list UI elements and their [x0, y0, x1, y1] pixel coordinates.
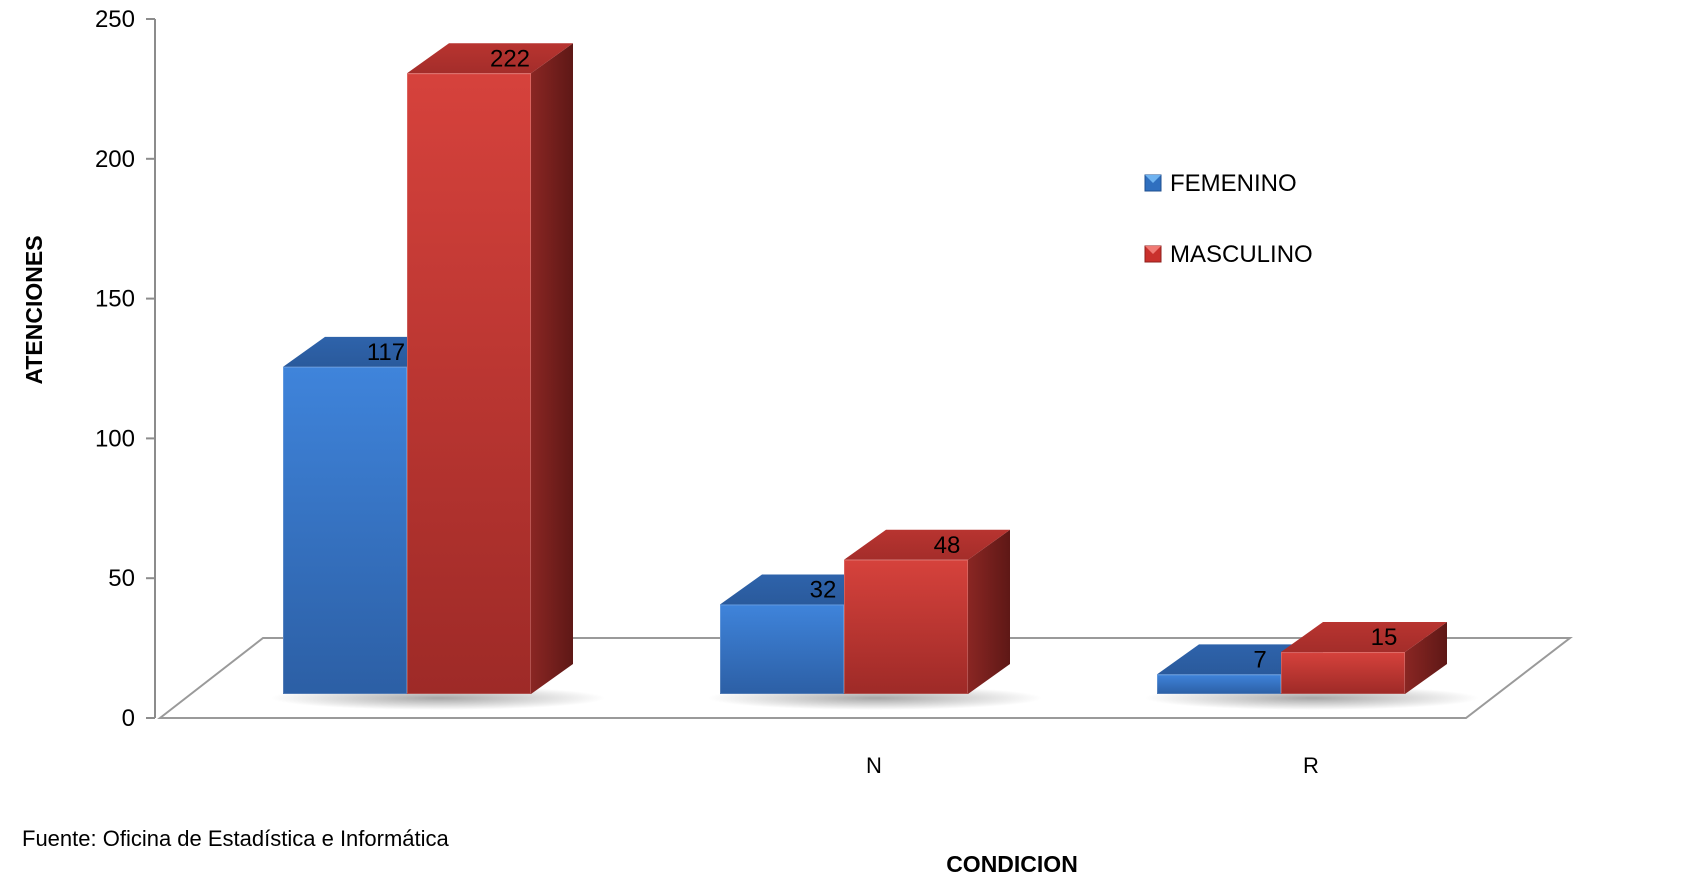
- bar-front-face: [1281, 652, 1405, 694]
- y-tick-label: 100: [95, 425, 135, 452]
- data-label: 7: [1253, 646, 1266, 673]
- data-labels: 117 222 32 48 7 15: [367, 45, 1397, 673]
- data-label: 32: [810, 577, 837, 604]
- y-tick-label: 250: [95, 6, 135, 33]
- bar-top-face: [1281, 622, 1447, 653]
- y-tick-label: 50: [108, 565, 135, 592]
- bar-edge-highlight: [844, 559, 968, 694]
- source-note: Fuente: Oficina de Estadística e Informá…: [22, 826, 449, 851]
- bar-front-face: [407, 73, 531, 694]
- bar-masculino-N: [844, 529, 1010, 694]
- x-category-label: R: [1303, 753, 1319, 778]
- data-label: 222: [490, 45, 530, 72]
- y-axis: 0 50 100 150 200 250: [95, 6, 156, 732]
- legend[interactable]: FEMENINO MASCULINO: [1144, 170, 1313, 268]
- bar-edge-highlight: [283, 366, 407, 694]
- bar-front-face: [283, 366, 407, 694]
- bar-side-face: [531, 43, 573, 694]
- legend-label: FEMENINO: [1170, 170, 1297, 197]
- data-label: 48: [934, 532, 961, 559]
- bar-edge-highlight: [720, 604, 844, 695]
- bar-front-face: [1157, 674, 1281, 694]
- legend-label: MASCULINO: [1170, 241, 1313, 268]
- bar-edge-highlight: [407, 73, 531, 694]
- bar-top-face: [844, 529, 1010, 560]
- bar-side-face: [1405, 622, 1447, 694]
- chart-floor: [157, 637, 1573, 719]
- x-category-label: N: [866, 753, 882, 778]
- bar-front-face: [844, 559, 968, 694]
- legend-swatch-highlight: [1145, 246, 1161, 254]
- floor-plane: [157, 637, 1573, 719]
- bar-masculino-first: [407, 43, 573, 694]
- legend-swatch-highlight: [1145, 175, 1161, 183]
- y-axis-title: ATENCIONES: [21, 235, 47, 384]
- bar-side-face: [968, 529, 1010, 694]
- bar-masculino-R: [1281, 622, 1447, 694]
- legend-item-masculino[interactable]: MASCULINO: [1144, 241, 1313, 268]
- data-label: 15: [1371, 624, 1398, 651]
- bars: [270, 43, 1480, 710]
- bar-top-face: [407, 43, 573, 74]
- y-tick-label: 150: [95, 286, 135, 313]
- data-label: 117: [367, 339, 405, 366]
- bar-front-face: [720, 604, 844, 694]
- y-tick-label: 200: [95, 146, 135, 173]
- legend-item-femenino[interactable]: FEMENINO: [1144, 170, 1297, 197]
- bar-edge-highlight: [1281, 652, 1405, 694]
- bar-edge-highlight: [1157, 674, 1281, 694]
- x-axis-title: CONDICION: [946, 851, 1078, 877]
- y-tick-label: 0: [122, 705, 135, 732]
